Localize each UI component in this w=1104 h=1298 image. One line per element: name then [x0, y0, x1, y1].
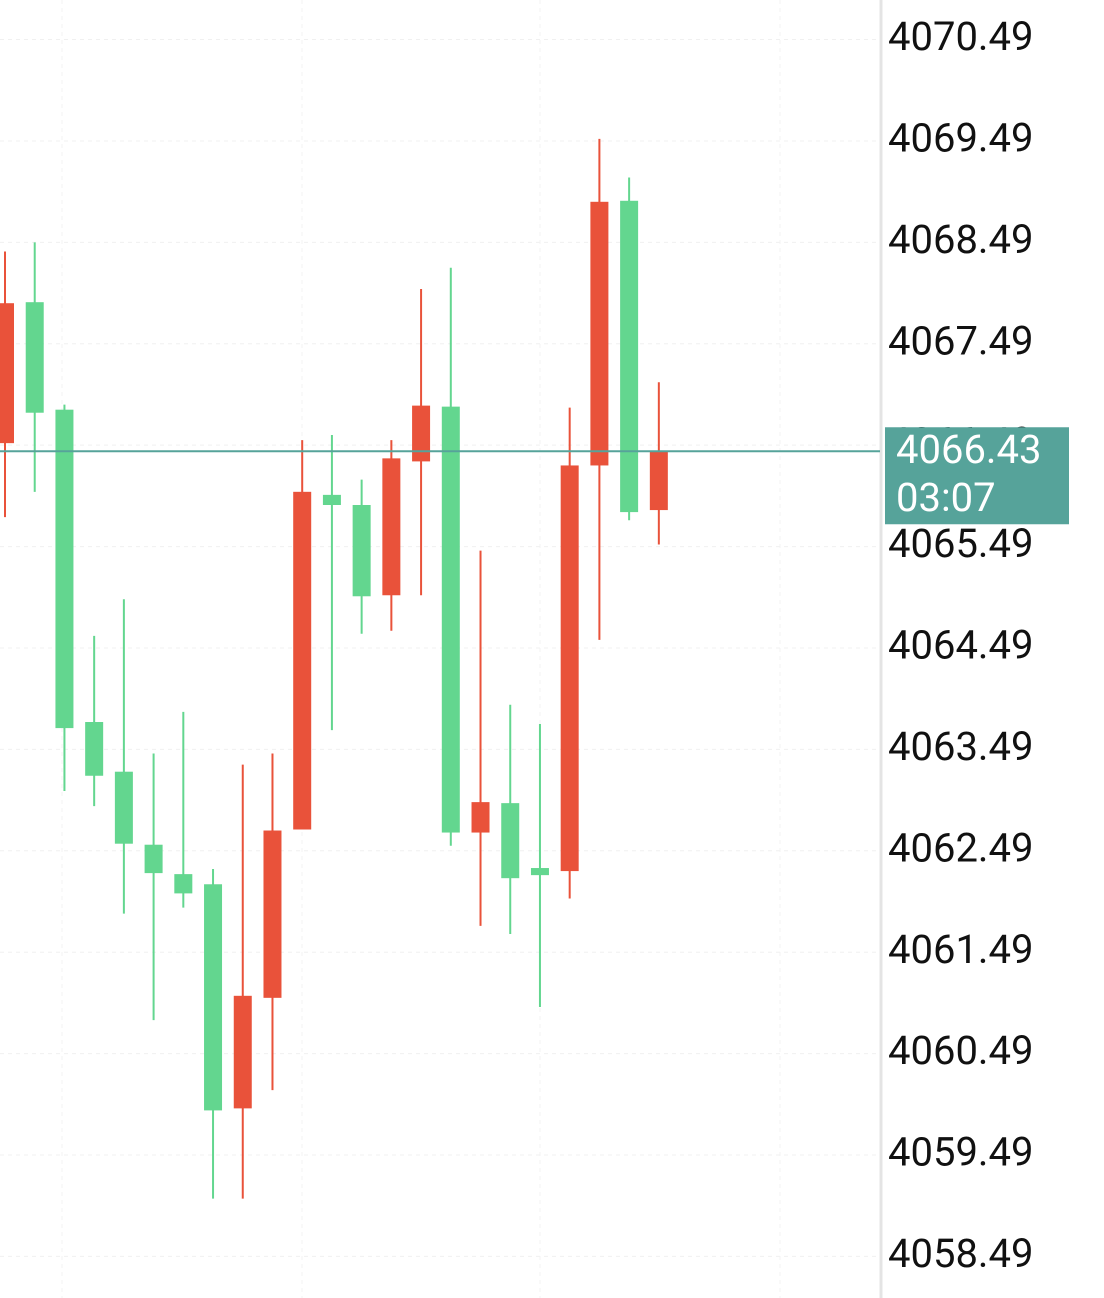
candle-body: [293, 491, 312, 830]
candle-body: [25, 302, 44, 413]
candle-body: [263, 830, 282, 998]
y-tick-label: 4062.49: [888, 824, 1033, 871]
y-tick-label: 4067.49: [888, 317, 1033, 364]
y-tick-label: 4063.49: [888, 723, 1033, 770]
candle-body: [114, 771, 133, 844]
y-tick-label: 4065.49: [888, 520, 1033, 567]
candle-body: [352, 505, 371, 597]
y-tick-label: 4058.49: [888, 1230, 1033, 1277]
candle-body: [471, 802, 490, 833]
candle-body: [0, 303, 14, 444]
countdown-label: 03:07: [896, 474, 996, 521]
y-tick-label: 4069.49: [888, 115, 1033, 162]
candle-body: [530, 868, 549, 876]
y-tick-label: 4060.49: [888, 1027, 1033, 1074]
candle-body: [620, 200, 639, 513]
candle-body: [144, 844, 163, 874]
last-price-box: [885, 427, 1069, 525]
candle-body: [501, 803, 520, 879]
candle-body: [55, 409, 74, 729]
candle-body: [382, 458, 401, 596]
y-tick-label: 4061.49: [888, 926, 1033, 973]
candle-body: [649, 451, 668, 511]
y-tick-label: 4064.49: [888, 622, 1033, 669]
candle-body: [322, 494, 341, 506]
last-price-label: 4066.43: [896, 426, 1041, 473]
candle-body: [412, 405, 431, 462]
candle-body: [85, 722, 104, 776]
candle-body: [590, 201, 609, 466]
candle-body: [233, 995, 252, 1109]
y-tick-label: 4059.49: [888, 1129, 1033, 1176]
candle-body: [441, 406, 460, 833]
candle-body: [560, 465, 579, 872]
y-tick-label: 4068.49: [888, 216, 1033, 263]
candle-body: [204, 884, 223, 1111]
y-tick-label: 4070.49: [888, 13, 1033, 60]
candle-body: [174, 874, 193, 894]
